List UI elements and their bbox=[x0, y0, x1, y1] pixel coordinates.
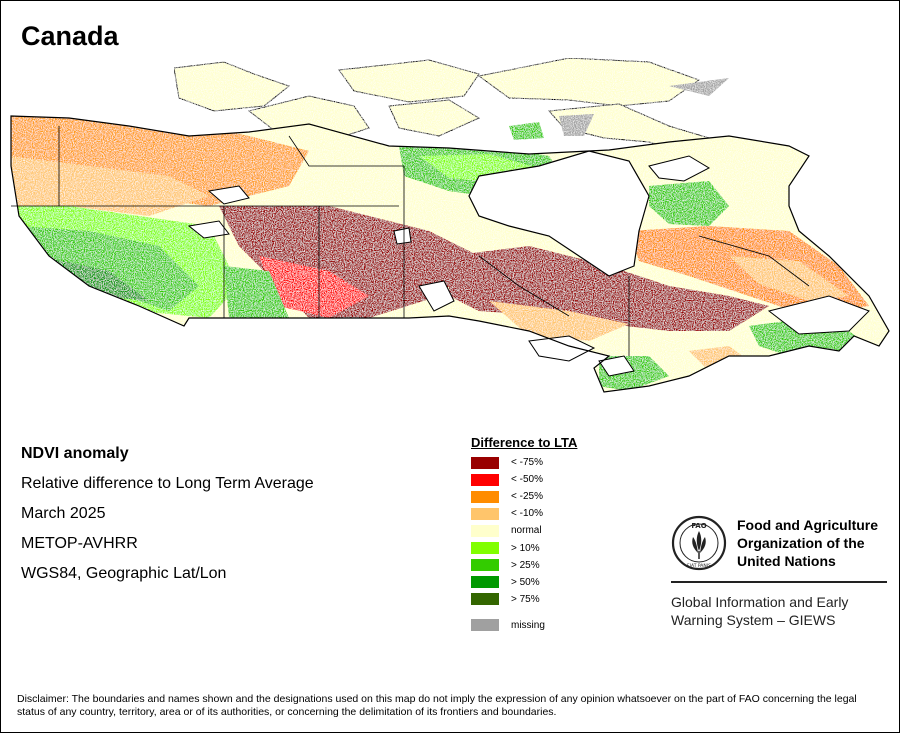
legend: Difference to LTA < -75% < -50% < -25% < -1… bbox=[471, 435, 577, 634]
legend-label: < -50% bbox=[511, 474, 543, 486]
info-projection: WGS84, Geographic Lat/Lon bbox=[21, 565, 227, 582]
canada-ndvi-map bbox=[10, 57, 890, 393]
fao-name-line: Organization of the bbox=[737, 535, 865, 551]
info-description: Relative difference to Long Term Average bbox=[21, 475, 314, 492]
legend-label: > 25% bbox=[511, 559, 540, 571]
divider bbox=[671, 581, 887, 583]
giews-name: Global Information and Early Warning Sys… bbox=[671, 593, 891, 629]
legend-row: < -25% bbox=[471, 488, 577, 505]
legend-swatch bbox=[471, 507, 499, 520]
legend-row: > 75% bbox=[471, 591, 577, 608]
legend-swatch bbox=[471, 473, 499, 486]
giews-line: Global Information and Early bbox=[671, 593, 849, 610]
svg-text:FAO: FAO bbox=[691, 522, 706, 530]
svg-text:FIAT PANIS: FIAT PANIS bbox=[687, 563, 711, 569]
legend-label: > 75% bbox=[511, 593, 540, 605]
legend-swatch bbox=[471, 524, 499, 537]
map-info: NDVI anomaly Relative difference to Long… bbox=[21, 439, 314, 589]
info-date: March 2025 bbox=[21, 505, 106, 522]
legend-swatch bbox=[471, 619, 499, 632]
legend-swatch bbox=[471, 576, 499, 589]
legend-swatch bbox=[471, 559, 499, 572]
legend-row: > 50% bbox=[471, 574, 577, 591]
legend-row: normal bbox=[471, 522, 577, 539]
fao-name-line: Food and Agriculture bbox=[737, 517, 879, 533]
legend-label: > 50% bbox=[511, 576, 540, 588]
legend-label: missing bbox=[511, 619, 545, 631]
province-borders bbox=[11, 126, 810, 356]
info-sensor: METOP-AVHRR bbox=[21, 535, 138, 552]
fao-branding: FAO FIAT PANIS Food and Agriculture Orga… bbox=[671, 515, 891, 629]
giews-line: Warning System – GIEWS bbox=[671, 611, 836, 628]
legend-title: Difference to LTA bbox=[471, 435, 578, 450]
legend-row: < -10% bbox=[471, 505, 577, 522]
legend-row: < -50% bbox=[471, 471, 577, 488]
legend-row: > 25% bbox=[471, 557, 577, 574]
hudson-bay bbox=[468, 150, 650, 277]
fao-name: Food and Agriculture Organization of the… bbox=[737, 516, 878, 570]
legend-row: > 10% bbox=[471, 539, 577, 556]
fao-name-line: United Nations bbox=[737, 553, 836, 569]
legend-row: < -75% bbox=[471, 454, 577, 471]
legend-row-missing: missing bbox=[471, 617, 577, 634]
great-lakes bbox=[528, 335, 596, 362]
legend-swatch bbox=[471, 490, 499, 503]
legend-swatch bbox=[471, 593, 499, 606]
map-title: Canada bbox=[21, 21, 119, 51]
legend-label: < -75% bbox=[511, 457, 543, 469]
legend-swatch bbox=[471, 542, 499, 555]
legend-label: < -25% bbox=[511, 491, 543, 503]
legend-label: normal bbox=[511, 525, 542, 537]
legend-swatch bbox=[471, 456, 499, 469]
fao-logo-icon: FAO FIAT PANIS bbox=[671, 515, 727, 571]
disclaimer: Disclaimer: The boundaries and names sho… bbox=[17, 693, 857, 718]
legend-label: > 10% bbox=[511, 542, 540, 554]
info-product: NDVI anomaly bbox=[21, 445, 129, 462]
legend-label: < -10% bbox=[511, 508, 543, 520]
